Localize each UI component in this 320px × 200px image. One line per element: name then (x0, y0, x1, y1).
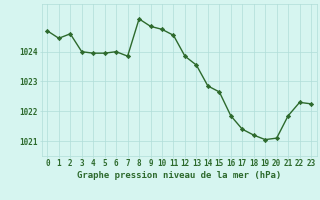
X-axis label: Graphe pression niveau de la mer (hPa): Graphe pression niveau de la mer (hPa) (77, 171, 281, 180)
